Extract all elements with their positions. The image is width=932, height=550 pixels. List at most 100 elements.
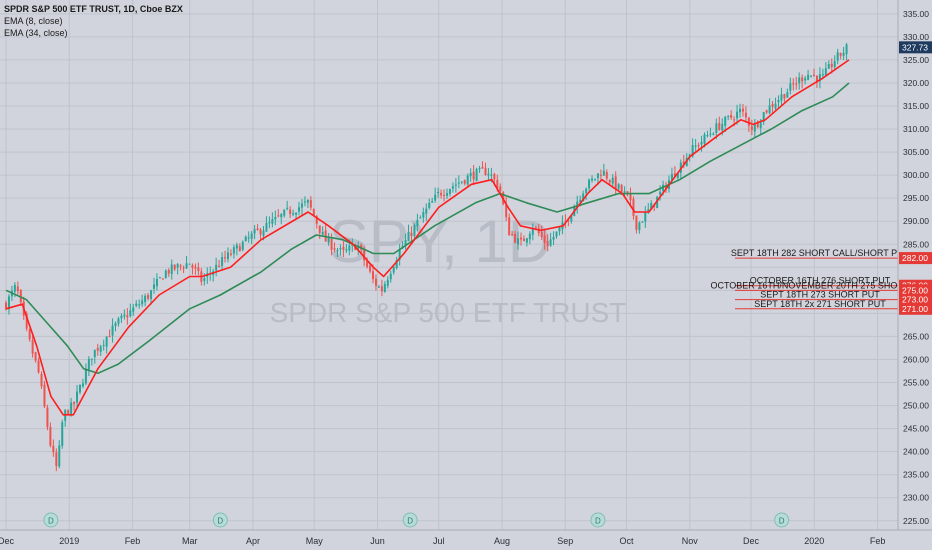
candle-body [552, 236, 555, 240]
time-tick-label: Sep [557, 536, 573, 546]
candle-body [203, 278, 206, 281]
candle-body [312, 208, 315, 216]
candle-body [579, 199, 582, 202]
candle-body [422, 212, 425, 218]
candle-body [665, 185, 668, 190]
candle-body [747, 117, 750, 126]
legend-title[interactable]: SPDR S&P 500 ETF TRUST, 1D, Cboe BZX [4, 4, 183, 14]
candle-body [647, 209, 650, 212]
candle-body [629, 193, 632, 201]
time-tick-label: Jul [433, 536, 445, 546]
candle-body [58, 445, 61, 467]
time-tick-label: Apr [246, 536, 260, 546]
candle-body [295, 212, 298, 215]
price-tick-label: 315.00 [903, 101, 929, 111]
candle-body [167, 269, 170, 274]
candle-body [259, 229, 262, 235]
candle-body [185, 263, 188, 269]
candle-body [591, 178, 594, 181]
price-axis[interactable]: 225.00 230.00 235.00 240.00 245.00 250.00 255.… [897, 0, 932, 550]
candle-body [132, 307, 135, 312]
candle-body [96, 348, 99, 351]
candle-body [810, 75, 813, 77]
candle-body [511, 234, 514, 236]
candle-body [564, 221, 567, 223]
candle-body [398, 249, 401, 260]
candle-body [40, 373, 43, 387]
candle-body [508, 217, 511, 236]
legend-ema-fast[interactable]: EMA (8, close) [4, 16, 63, 26]
candle-body [108, 336, 111, 338]
candle-body [90, 358, 93, 360]
candle-body [120, 315, 123, 319]
dividend-marker-label: D [407, 517, 413, 526]
candle-body [123, 314, 126, 317]
candle-body [271, 219, 274, 224]
time-tick-label: Dec [743, 536, 760, 546]
time-tick-label: Oct [620, 536, 635, 546]
candle-body [759, 122, 762, 129]
level-label: SEPT 18TH 282 SHORT CALL/SHORT PUT [731, 248, 910, 258]
candlesticks [5, 42, 848, 472]
candle-body [777, 100, 780, 103]
candle-body [540, 231, 543, 238]
candle-body [783, 94, 786, 99]
last-price-tag-label: 327.73 [902, 42, 928, 52]
candle-body [715, 123, 718, 133]
candle-body [238, 246, 241, 252]
candle-body [369, 265, 372, 272]
level-label: OCTOBER 16TH/NOVEMBER 20TH 275 SHORT PUT [710, 280, 930, 290]
price-tick-label: 335.00 [903, 9, 929, 19]
candle-body [105, 336, 108, 347]
candle-body [280, 214, 283, 218]
candle-body [179, 265, 182, 267]
candle-body [327, 237, 330, 243]
candle-body [49, 426, 52, 446]
candle-body [363, 250, 366, 261]
price-tick-label: 295.00 [903, 193, 929, 203]
candle-body [129, 310, 132, 317]
candle-body [676, 173, 679, 178]
candle-body [842, 52, 845, 57]
candle-body [135, 303, 138, 306]
time-tick-label: Mar [182, 536, 198, 546]
candle-body [555, 231, 558, 237]
candle-body [454, 184, 457, 186]
time-axis[interactable]: Dec 2019 Feb Mar Apr May Jun Jul Aug Sep Oct Nov Dec… [0, 529, 932, 550]
candle-body [13, 284, 16, 292]
candle-body [448, 189, 451, 194]
level-axis-tag-label: 271.00 [902, 304, 928, 314]
candle-body [247, 237, 250, 239]
candle-body [7, 296, 10, 310]
level-label: SEPT 18TH 2x 271 SHORT PUT [754, 299, 886, 309]
price-tick-label: 260.00 [903, 354, 929, 364]
legend-ema-slow[interactable]: EMA (34, close) [4, 28, 68, 38]
candle-body [525, 238, 528, 243]
candle-body [537, 228, 540, 234]
candle-body [173, 264, 176, 270]
candle-body [46, 407, 49, 428]
candle-body [52, 445, 55, 453]
candle-body [158, 277, 161, 279]
candle-body [348, 245, 351, 251]
candle-body [750, 126, 753, 131]
candle-body [567, 220, 570, 222]
candle-body [67, 410, 70, 415]
candle-body [490, 174, 493, 176]
candle-body [428, 202, 431, 208]
candle-body [114, 323, 117, 326]
candle-body [706, 135, 709, 137]
candle-body [155, 278, 158, 287]
level-axis-tag-label: 282.00 [902, 253, 928, 263]
price-tick-label: 245.00 [903, 424, 929, 434]
candle-body [377, 286, 380, 288]
candle-body [141, 300, 144, 305]
candle-body [19, 289, 22, 303]
candle-body [789, 83, 792, 91]
candle-body [673, 173, 676, 177]
price-tick-label: 325.00 [903, 55, 929, 65]
candle-body [372, 271, 375, 280]
